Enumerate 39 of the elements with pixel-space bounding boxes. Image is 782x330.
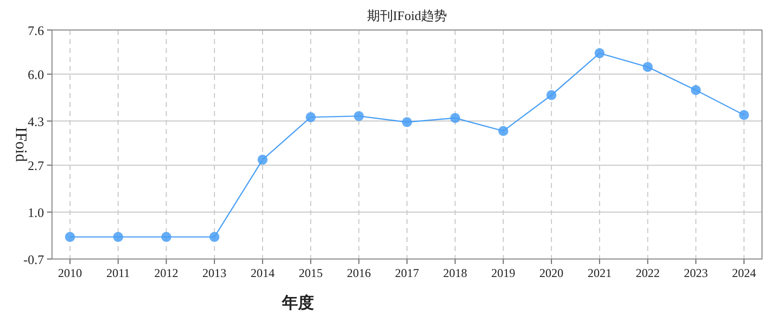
point <box>161 232 172 242</box>
point <box>402 117 412 128</box>
point <box>209 232 220 242</box>
chart-title: 期刊IFoid趋势 <box>366 8 448 23</box>
point <box>546 90 556 100</box>
x-tick-label: 2019 <box>491 266 516 280</box>
point <box>450 113 460 124</box>
point <box>354 111 364 122</box>
y-tick-label: 1.0 <box>28 205 44 220</box>
x-tick-label: 2021 <box>588 266 612 280</box>
x-tick-label: 2011 <box>106 266 130 280</box>
y-tick-label: 4.3 <box>28 114 44 130</box>
point <box>642 62 653 72</box>
x-tick-label: 2017 <box>395 266 419 280</box>
x-tick-label: 2020 <box>539 266 564 280</box>
x-tick-label: 2013 <box>202 266 226 280</box>
x-tick-label: 2010 <box>58 266 82 280</box>
point <box>113 232 124 242</box>
point <box>739 110 749 120</box>
y-tick-label: 7.6 <box>28 23 44 38</box>
x-tick-label: 2024 <box>732 266 756 280</box>
y-tick-label: 2.7 <box>28 158 44 174</box>
point <box>258 154 268 165</box>
x-tick-label: 2022 <box>636 266 660 280</box>
point <box>498 126 508 136</box>
y-axis-title: IFoid <box>12 127 29 162</box>
x-tick-label: 2016 <box>346 266 371 280</box>
point <box>306 112 316 122</box>
y-tick-label: 6.0 <box>28 67 44 82</box>
x-tick-label: 2014 <box>250 266 275 280</box>
point <box>690 85 701 96</box>
point <box>594 48 605 58</box>
x-tick-label: 2018 <box>443 266 468 280</box>
x-tick-label: 2023 <box>684 266 708 280</box>
x-tick-label: 2012 <box>154 266 178 280</box>
x-tick-label: 2015 <box>298 266 323 280</box>
x-axis-title: 年度 <box>281 293 314 312</box>
y-tick-label: -0.7 <box>23 252 44 267</box>
point <box>65 232 75 242</box>
